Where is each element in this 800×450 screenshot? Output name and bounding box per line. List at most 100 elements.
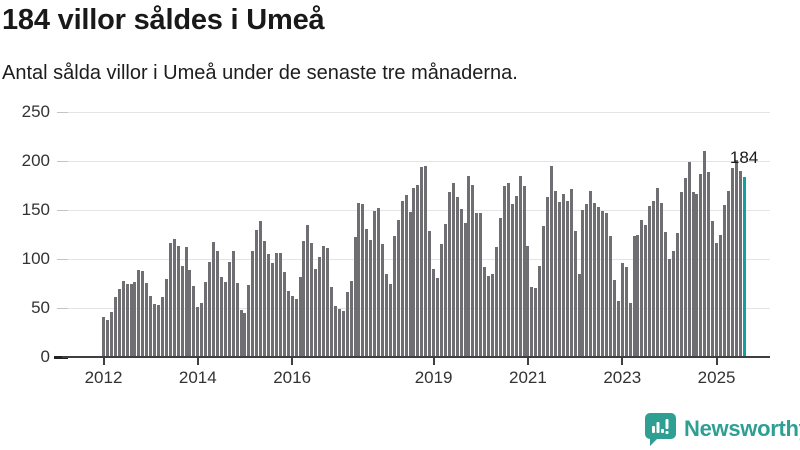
- bar: [436, 277, 440, 357]
- x-axis-tick: [196, 358, 199, 365]
- bar: [105, 319, 109, 357]
- bar: [160, 297, 164, 357]
- bar: [176, 246, 180, 357]
- bar: [369, 240, 373, 357]
- bar: [239, 309, 243, 357]
- bar: [522, 185, 526, 357]
- bar: [125, 283, 129, 357]
- x-axis-tick: [621, 358, 624, 365]
- bar: [357, 203, 361, 357]
- bar: [361, 204, 365, 357]
- bar: [164, 278, 168, 357]
- y-axis-tick: [57, 161, 68, 162]
- bar: [133, 281, 137, 357]
- bar: [620, 262, 624, 357]
- bar: [172, 239, 176, 357]
- x-axis-label: 2016: [273, 368, 312, 387]
- bar: [550, 165, 554, 357]
- bar: [455, 197, 459, 357]
- bar: [695, 194, 699, 357]
- bar: [624, 266, 628, 357]
- gridline: [62, 259, 770, 260]
- bar: [129, 284, 133, 357]
- x-axis-tick: [526, 358, 529, 365]
- bar: [514, 196, 518, 357]
- bar: [200, 303, 204, 357]
- bar-chart-plot: 0 50 100 150 200 250 2012 2014 2016 2019 2021 2023 2…: [22, 102, 770, 387]
- bar: [471, 184, 475, 357]
- newsworthy-logo: Newsworthy: [644, 411, 800, 447]
- x-axis-tick: [291, 358, 294, 365]
- bar: [510, 204, 514, 357]
- bar: [341, 310, 345, 357]
- bar: [113, 297, 117, 357]
- bar: [306, 224, 310, 357]
- bar: [467, 175, 471, 357]
- bar: [671, 251, 675, 357]
- bar: [675, 232, 679, 357]
- bar: [270, 262, 274, 357]
- bar: [636, 235, 640, 357]
- bar: [605, 212, 609, 357]
- bar: [616, 301, 620, 357]
- bar: [192, 286, 196, 357]
- bar: [231, 251, 235, 357]
- bar: [396, 219, 400, 357]
- y-axis-tick: [57, 210, 68, 211]
- bar: [302, 241, 306, 357]
- bar: [715, 243, 719, 357]
- bar: [660, 203, 664, 357]
- gridline: [62, 308, 770, 309]
- x-axis-label: 2023: [603, 368, 642, 387]
- x-axis-tick: [432, 358, 435, 365]
- bar: [286, 291, 290, 357]
- y-axis-label: 200: [21, 151, 50, 170]
- bar: [463, 222, 467, 357]
- y-axis-tick: [57, 259, 68, 260]
- bar: [632, 236, 636, 357]
- bar: [137, 269, 141, 357]
- bar: [349, 280, 353, 357]
- bar: [589, 191, 593, 357]
- highlighted-bar: [742, 176, 746, 357]
- bar: [719, 235, 722, 357]
- bar: [707, 171, 711, 357]
- bar: [388, 283, 392, 357]
- bar: [597, 207, 601, 357]
- bar: [691, 192, 695, 357]
- bar: [326, 248, 329, 357]
- gridline: [62, 210, 770, 211]
- bar: [157, 305, 161, 357]
- bar: [223, 281, 227, 357]
- bar: [235, 282, 239, 357]
- bar: [267, 254, 271, 357]
- bar: [377, 208, 381, 357]
- y-axis-label: 50: [31, 298, 50, 317]
- bar: [263, 241, 267, 357]
- y-axis-tick: [57, 112, 68, 113]
- bar: [428, 230, 432, 357]
- y-axis-tick: [54, 355, 68, 359]
- bar: [443, 223, 447, 357]
- gridline: [62, 112, 770, 113]
- bar: [612, 279, 616, 357]
- x-axis-label: 2025: [697, 368, 736, 387]
- bar: [447, 192, 451, 357]
- bar: [652, 201, 656, 357]
- bar: [542, 225, 546, 357]
- bar: [353, 237, 357, 357]
- bar: [117, 289, 121, 357]
- bar: [310, 243, 314, 357]
- bar: [184, 247, 188, 357]
- bar: [648, 206, 652, 357]
- bar: [329, 287, 333, 357]
- bar: [561, 194, 565, 357]
- bar: [711, 220, 715, 357]
- bar: [259, 220, 263, 357]
- bar: [608, 236, 612, 357]
- bar: [656, 188, 660, 357]
- bar: [722, 205, 726, 357]
- bar: [365, 228, 369, 357]
- bar: [679, 192, 683, 357]
